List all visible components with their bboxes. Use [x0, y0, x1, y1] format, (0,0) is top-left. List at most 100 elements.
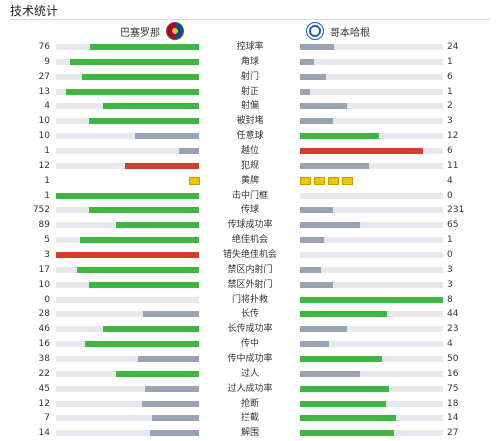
home-stat-value: 752: [32, 205, 50, 216]
stat-row: 28 长传 44: [0, 307, 500, 322]
away-stat-bar-track: [300, 73, 443, 80]
fc-copenhagen-crest-icon: [306, 22, 324, 40]
stat-row: 4 射偏 2: [0, 99, 500, 114]
home-stat-bar: [151, 415, 199, 422]
stat-label: 绝佳机会: [231, 235, 268, 246]
home-stat-value: 4: [44, 101, 50, 112]
away-stat-value: 6: [447, 146, 453, 157]
away-stat-bar: [300, 103, 348, 110]
stat-label: 越位: [240, 146, 259, 157]
home-stat-bar-track: [56, 400, 199, 407]
away-stat-bar: [300, 73, 326, 80]
stat-label: 长传: [240, 309, 259, 320]
stat-label: 射门: [240, 71, 259, 82]
home-stat-bar: [88, 207, 199, 214]
home-stat-bar-track: [56, 296, 199, 303]
stat-row: 27 射门 6: [0, 70, 500, 85]
stat-label: 射正: [240, 86, 259, 97]
home-stat-bar: [103, 103, 199, 110]
home-stat-bar-track: [56, 281, 199, 288]
home-stat-bar: [70, 58, 199, 65]
away-stat-bar-track: [300, 148, 443, 155]
home-stat-bar: [124, 162, 199, 169]
away-stat-bar: [300, 162, 369, 169]
away-stat-value: 1: [447, 86, 453, 97]
away-stat-bar-track: [300, 281, 443, 288]
away-team-name: 哥本哈根: [330, 27, 370, 39]
home-stat-bar-track: [56, 58, 199, 65]
stat-row: 3 错失绝佳机会 0: [0, 248, 500, 263]
home-stat-value: 9: [44, 56, 50, 67]
stat-label: 禁区内射门: [227, 264, 273, 275]
away-stat-bar-track: [300, 162, 443, 169]
home-stat-bar-track: [56, 133, 199, 140]
away-yellow-cards: [300, 176, 353, 185]
away-stat-bar: [300, 58, 315, 65]
stat-row: 45 过人成功率 75: [0, 382, 500, 397]
home-stat-value: 45: [38, 383, 50, 394]
home-stat-value: 17: [38, 264, 50, 275]
stat-row: 1 击中门框 0: [0, 189, 500, 204]
stat-row: 12 犯规 11: [0, 159, 500, 174]
away-stat-bar-track: [300, 118, 443, 125]
home-team-header: 巴塞罗那: [120, 22, 184, 40]
home-stat-bar-track: [56, 148, 199, 155]
stat-row: 12 抢断 18: [0, 397, 500, 412]
stat-label: 犯规: [240, 160, 259, 171]
yellow-card-icon: [314, 176, 325, 185]
away-stat-value: 23: [447, 324, 459, 335]
away-stat-value: 3: [447, 264, 453, 275]
home-stat-bar: [56, 192, 199, 199]
stat-row: 76 控球率 24: [0, 40, 500, 55]
home-stat-bar-track: [56, 430, 199, 437]
away-stat-bar-track: [300, 266, 443, 273]
away-stat-bar: [300, 370, 361, 377]
stat-row: 10 任意球 12: [0, 129, 500, 144]
home-stat-bar-track: [56, 341, 199, 348]
home-stat-bar-track: [56, 88, 199, 95]
home-stat-value: 12: [38, 398, 50, 409]
stat-label: 传球成功率: [227, 220, 273, 231]
away-stat-bar-track: [300, 58, 443, 65]
away-stat-value: 4: [447, 339, 453, 350]
away-stat-bar-track: [300, 385, 443, 392]
home-stat-bar-track: [56, 415, 199, 422]
stat-row: 9 角球 1: [0, 55, 500, 70]
away-stat-bar: [300, 88, 310, 95]
home-stat-value: 46: [38, 324, 50, 335]
home-stat-value: 28: [38, 309, 50, 320]
away-stat-bar: [300, 207, 333, 214]
home-stat-value: 0: [44, 294, 50, 305]
stat-row: 5 绝佳机会 1: [0, 233, 500, 248]
stat-row: 16 传中 4: [0, 337, 500, 352]
away-stat-value: 75: [447, 383, 459, 394]
home-stat-bar: [88, 118, 199, 125]
home-stat-value: 10: [38, 131, 50, 142]
home-stat-value: 5: [44, 235, 50, 246]
stat-label: 传中成功率: [227, 354, 273, 365]
away-stat-bar: [300, 237, 325, 244]
away-stat-bar: [300, 400, 386, 407]
away-stat-bar: [300, 341, 329, 348]
away-stat-bar: [300, 222, 361, 229]
away-stat-value: 24: [447, 42, 459, 52]
away-stat-bar-track: [300, 341, 443, 348]
away-stat-bar-track: [300, 311, 443, 318]
away-stat-value: 14: [447, 413, 459, 424]
title-divider: [10, 19, 490, 20]
away-stat-bar-track: [300, 356, 443, 363]
stat-row: 14 解围 27: [0, 426, 500, 441]
stat-label: 射偏: [240, 101, 259, 112]
stat-row: 38 传中成功率 50: [0, 352, 500, 367]
away-stat-bar-track: [300, 296, 443, 303]
stat-row: 752 传球 231: [0, 203, 500, 218]
home-stat-bar-track: [56, 162, 199, 169]
away-stat-bar-track: [300, 207, 443, 214]
stat-row: 46 长传成功率 23: [0, 322, 500, 337]
home-stat-bar: [88, 281, 199, 288]
home-stat-bar-track: [56, 103, 199, 110]
home-stat-bar-track: [56, 207, 199, 214]
away-stat-value: 3: [447, 116, 453, 127]
stat-label: 过人: [240, 368, 259, 379]
away-stat-value: 50: [447, 354, 459, 365]
